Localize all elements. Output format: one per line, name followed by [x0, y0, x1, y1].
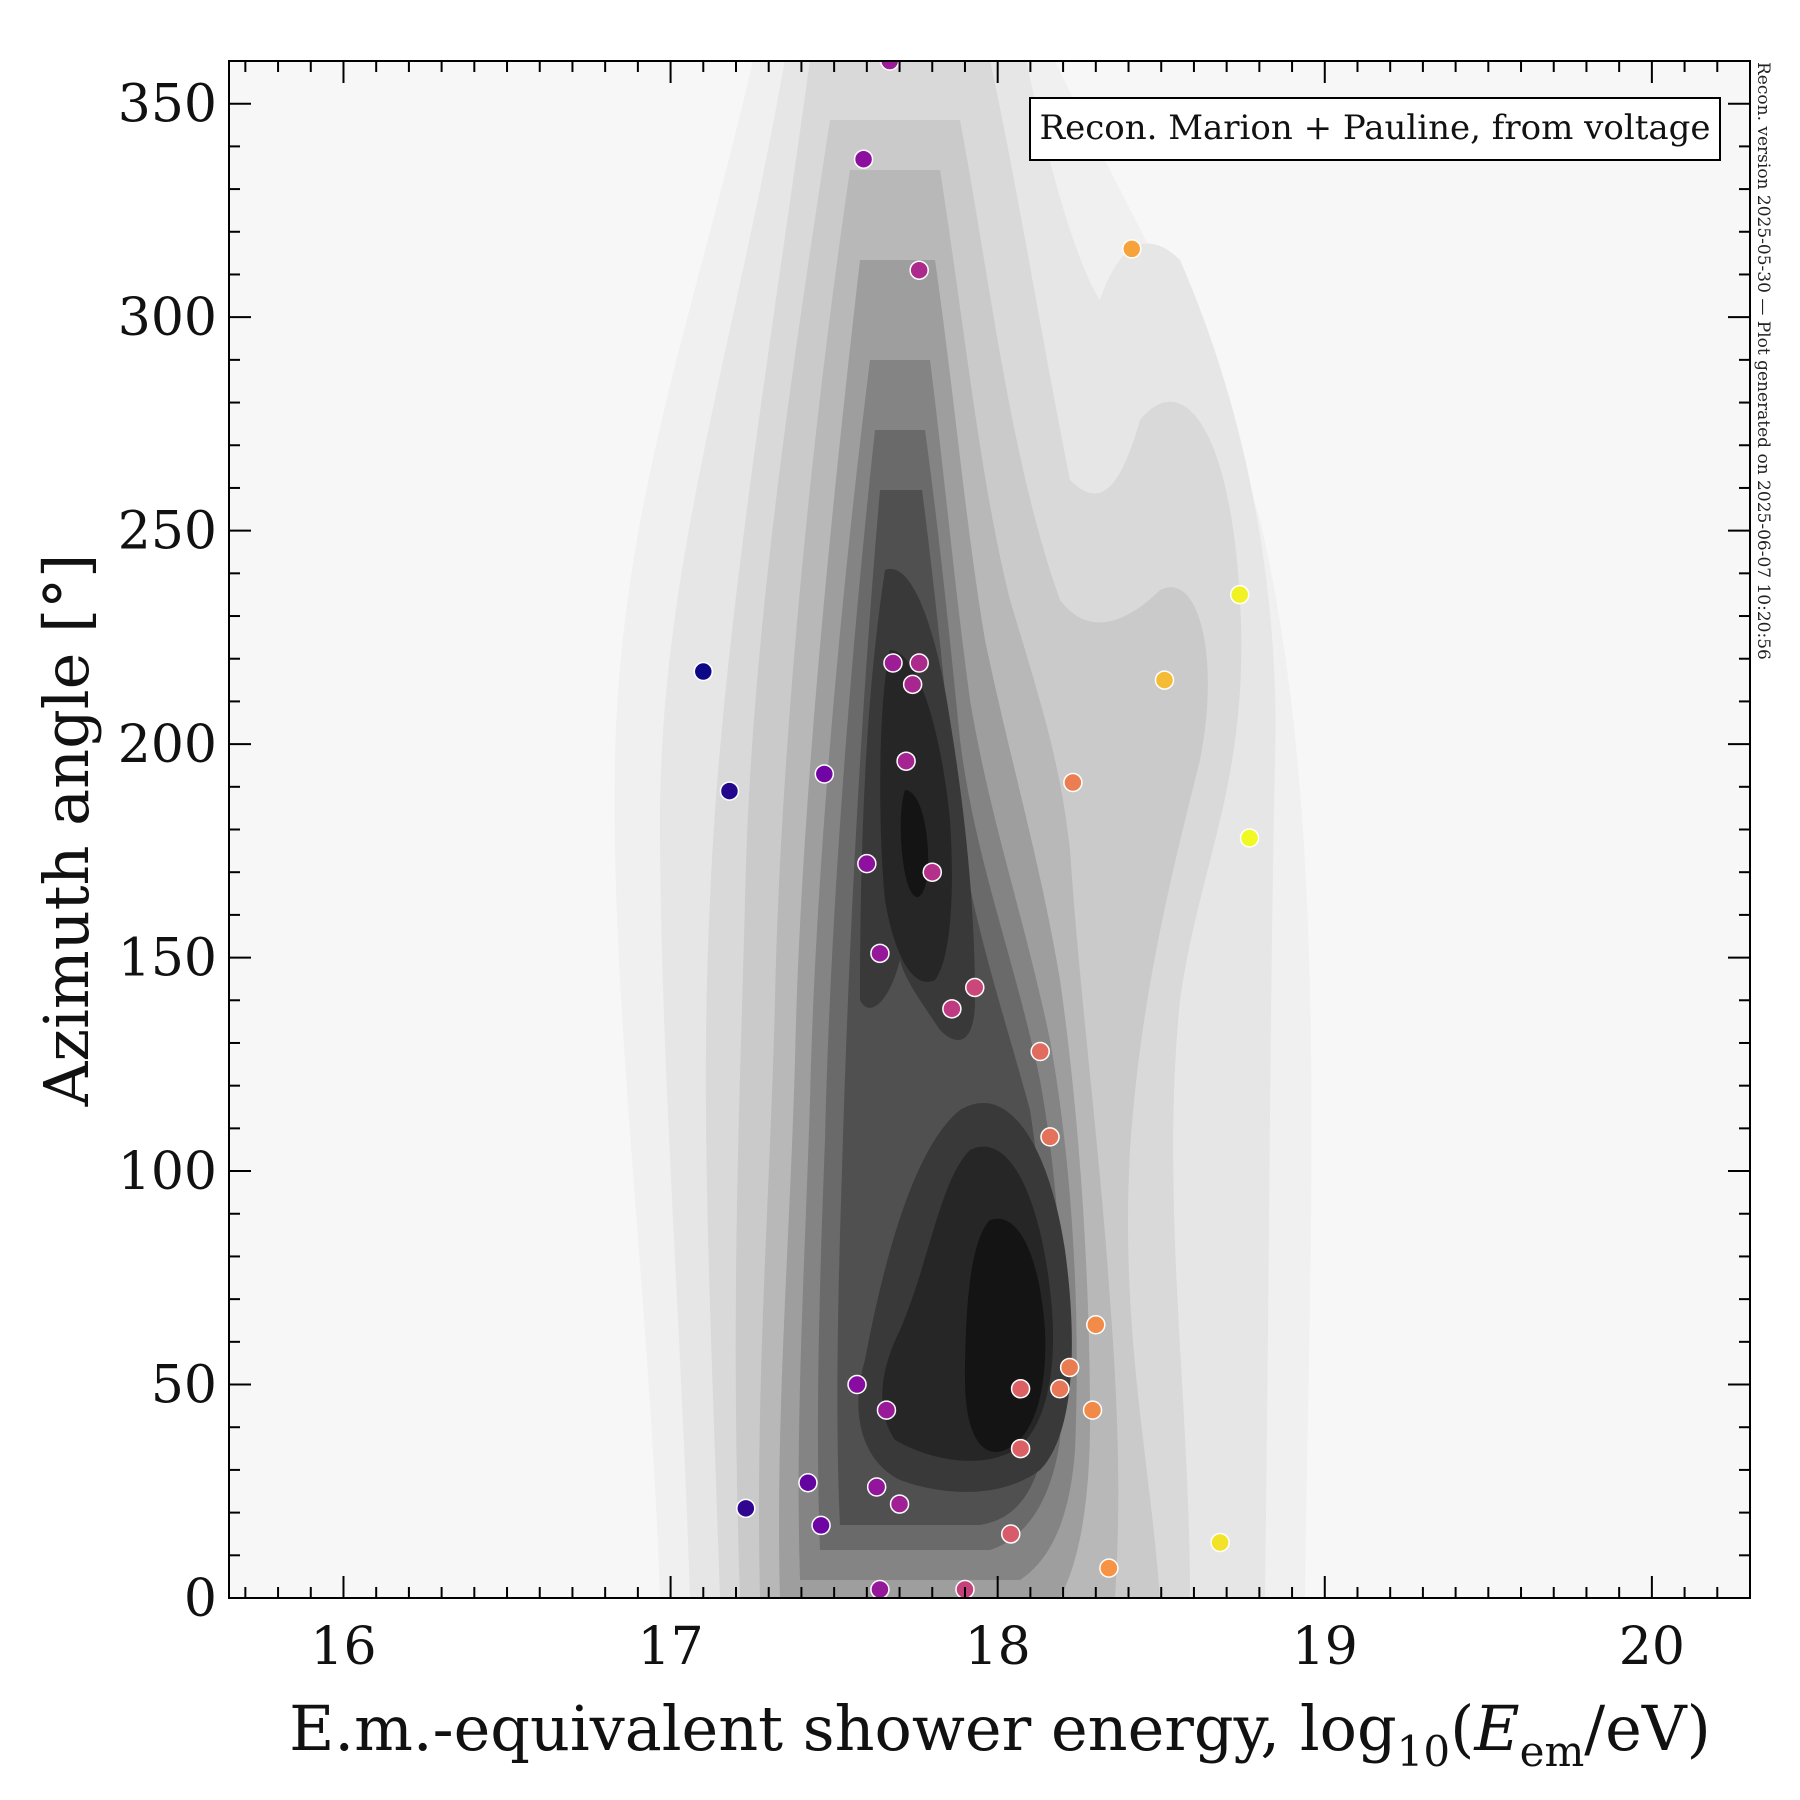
- y-tick-label-50: 50: [151, 1356, 217, 1416]
- y-tick-label-350: 350: [118, 75, 217, 135]
- x-tick-label-17: 17: [637, 1617, 703, 1677]
- data-point-11: [870, 943, 890, 964]
- data-point-26: [1010, 1379, 1031, 1399]
- x-tick-labels: 16 17 18 19 20: [310, 1617, 1685, 1677]
- data-point-39: [1229, 584, 1250, 605]
- data-point-8: [853, 149, 874, 169]
- legend-box: [1029, 97, 1721, 161]
- data-point-5: [811, 1515, 831, 1536]
- x-tick-label-19: 19: [1292, 1617, 1358, 1677]
- y-tick-label-200: 200: [118, 715, 217, 775]
- side-note: Recon. version 2025-05-30 — Plot generat…: [1753, 62, 1773, 660]
- data-point-35: [1099, 1558, 1119, 1578]
- axis-ticks: [229, 60, 1751, 1599]
- contour-level-12: [900, 790, 1046, 1452]
- data-point-16: [889, 1494, 910, 1514]
- data-point-27: [1010, 1438, 1031, 1459]
- data-point-17: [896, 751, 916, 771]
- data-point-31: [1059, 1357, 1080, 1378]
- x-tick-label-20: 20: [1619, 1617, 1685, 1677]
- x-axis-title-main: E.m.-equivalent shower energy, log: [289, 1692, 1397, 1765]
- data-point-6: [814, 764, 835, 784]
- data-point-2: [719, 781, 740, 801]
- data-point-28: [1030, 1041, 1050, 1062]
- x-axis-title-open: (: [1450, 1692, 1474, 1765]
- data-point-4: [798, 1472, 818, 1493]
- data-point-30: [1050, 1379, 1070, 1399]
- x-tick-label-16: 16: [310, 1617, 376, 1677]
- data-point-33: [1082, 1400, 1103, 1420]
- data-point-36: [1122, 239, 1142, 259]
- legend-label: Recon. Marion + Pauline, from voltage: [1039, 108, 1710, 148]
- y-tick-label-100: 100: [118, 1142, 217, 1202]
- data-point-9: [857, 853, 877, 874]
- data-point-1: [693, 661, 714, 682]
- data-point-19: [909, 653, 929, 673]
- data-point-18: [902, 674, 923, 695]
- data-point-13: [876, 1400, 897, 1420]
- x-axis-title-sub10: 10: [1397, 1727, 1450, 1776]
- x-axis-title-E: E: [1473, 1692, 1519, 1765]
- data-point-12: [870, 1579, 890, 1598]
- data-point-32: [1063, 772, 1083, 793]
- data-point-22: [942, 999, 962, 1019]
- y-tick-labels: 0 50 100 150 200 250 300 350: [118, 75, 217, 1629]
- y-tick-label-0: 0: [184, 1569, 217, 1629]
- data-point-37: [1154, 670, 1175, 690]
- density-contours: [614, 61, 1312, 1598]
- x-axis-title-rest: /eV): [1584, 1692, 1711, 1765]
- y-tick-label-300: 300: [118, 288, 217, 348]
- data-point-40: [1239, 828, 1260, 848]
- data-point-15: [883, 653, 903, 673]
- y-axis-title: Azimuth angle [°]: [30, 554, 103, 1108]
- data-point-14: [879, 61, 900, 71]
- data-point-7: [847, 1374, 867, 1395]
- scatter-points: [693, 61, 1260, 1598]
- legend: Recon. Marion + Pauline, from voltage: [1029, 97, 1721, 161]
- x-axis-title: E.m.-equivalent shower energy, log10(Eem…: [289, 1692, 1711, 1776]
- x-axis-title-sub-em: em: [1520, 1727, 1585, 1776]
- data-point-25: [1001, 1524, 1021, 1544]
- data-point-34: [1086, 1315, 1106, 1335]
- y-tick-label-150: 150: [118, 929, 217, 989]
- data-point-21: [922, 862, 943, 882]
- y-tick-label-250: 250: [118, 502, 217, 562]
- data-point-20: [909, 260, 929, 280]
- data-point-24: [965, 977, 985, 998]
- data-point-29: [1040, 1127, 1060, 1147]
- data-point-3: [736, 1498, 756, 1519]
- data-point-38: [1210, 1532, 1230, 1553]
- x-tick-label-18: 18: [965, 1617, 1031, 1677]
- data-point-10: [866, 1477, 887, 1497]
